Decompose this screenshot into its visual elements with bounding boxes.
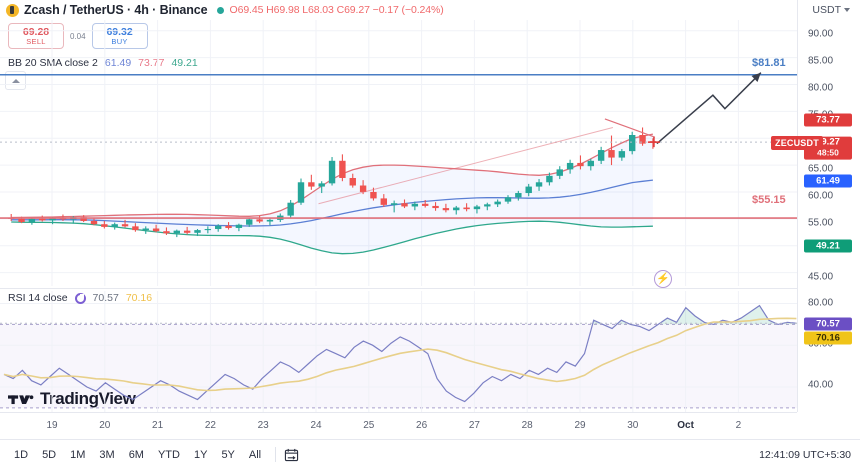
bb-lower-price-badge: 49.21 <box>804 239 852 253</box>
time-tick: 25 <box>363 420 375 431</box>
time-tick: 29 <box>574 420 586 431</box>
quote-currency-selector[interactable]: USDT <box>808 3 854 17</box>
session-clock[interactable]: 12:41:09 UTC+5:30 <box>759 449 851 461</box>
sell-label: SELL <box>26 36 46 46</box>
symbol-price-badge: ZECUSDT <box>771 136 823 150</box>
live-status-dot <box>216 6 224 14</box>
zcash-coin-icon <box>6 3 19 17</box>
rsi-axis[interactable]: 80.00 60.00 40.00 70.57 70.16 <box>798 291 860 412</box>
tradingview-wordmark: TradingView <box>40 389 136 408</box>
price-chart-canvas <box>0 20 797 286</box>
bb-basis-price-badge: 61.49 <box>804 174 852 188</box>
time-tick: 28 <box>521 420 533 431</box>
price-tick: 55.00 <box>808 217 834 229</box>
symbol-title[interactable]: Zcash / TetherUS · 4h · Binance <box>24 3 208 17</box>
lightning-bolt-icon[interactable]: ⚡ <box>654 270 672 288</box>
range-button-3m[interactable]: 3M <box>99 448 115 461</box>
buy-price: 69.32 <box>106 25 133 38</box>
price-axis[interactable]: 90.00 85.00 80.00 75.00 70.00 65.00 60.0… <box>798 20 860 286</box>
last-price-value: 69.27 <box>816 136 840 148</box>
sell-button[interactable]: 69.28 SELL <box>8 23 64 49</box>
time-tick: 19 <box>46 420 58 431</box>
rsi-tick: 80.00 <box>808 297 834 309</box>
chart-header: Zcash / TetherUS · 4h · Binance O69.45 H… <box>0 0 860 20</box>
range-button-all[interactable]: All <box>248 448 262 461</box>
tradingview-logo-icon <box>8 395 34 405</box>
rsi-settings-icon[interactable] <box>74 292 86 304</box>
rsi-ma-value: 70.16 <box>125 292 153 304</box>
bb-title: BB 20 SMA close 2 <box>8 57 98 69</box>
rsi-value-badge: 70.57 <box>804 317 852 331</box>
chevron-up-icon <box>11 78 20 83</box>
price-tick: 45.00 <box>808 271 834 283</box>
rsi-chart-canvas <box>0 291 797 412</box>
rsi-chart-pane[interactable] <box>0 291 797 412</box>
range-button-1m[interactable]: 1M <box>70 448 86 461</box>
goto-date-icon[interactable] <box>284 448 299 462</box>
range-button-5y[interactable]: 5Y <box>221 448 235 461</box>
ohlc-values: O69.45 H69.98 L68.03 C69.27 −0.17 (−0.24… <box>229 4 444 16</box>
time-axis[interactable]: 19 20 21 22 23 24 25 26 27 28 29 30 Oct 2 <box>0 412 797 439</box>
rsi-ma-value-badge: 70.16 <box>804 331 852 345</box>
support-price-label[interactable]: $55.15 <box>752 194 786 206</box>
time-tick: 23 <box>257 420 269 431</box>
price-tick: 85.00 <box>808 55 834 67</box>
time-tick: 30 <box>627 420 639 431</box>
time-tick: 2 <box>735 420 742 431</box>
time-tick: 20 <box>99 420 111 431</box>
price-tick: 60.00 <box>808 190 834 202</box>
rsi-value: 70.57 <box>92 292 119 304</box>
tradingview-watermark: TradingView <box>8 389 136 409</box>
rsi-tick: 40.00 <box>808 379 834 391</box>
bb-lower-value: 49.21 <box>171 57 198 69</box>
buy-sell-panel: 69.28 SELL 0.04 69.32 BUY <box>8 23 148 49</box>
price-chart-pane[interactable] <box>0 20 797 286</box>
target-price-label[interactable]: $81.81 <box>752 57 786 69</box>
buy-button[interactable]: 69.32 BUY <box>91 23 148 49</box>
range-button-1d[interactable]: 1D <box>14 448 29 461</box>
time-tick: 24 <box>310 420 322 431</box>
range-button-ytd[interactable]: YTD <box>157 448 180 461</box>
range-button-6m[interactable]: 6M <box>128 448 144 461</box>
buy-label: BUY <box>111 36 128 46</box>
toolbar-separator <box>275 447 277 462</box>
bottom-toolbar: 1D 5D 1M 3M 6M YTD 1Y 5Y All 12:41:09 UT… <box>0 439 860 469</box>
sell-price: 69.28 <box>22 25 50 38</box>
bar-countdown: 48:50 <box>817 147 839 158</box>
time-tick: Oct <box>677 420 694 431</box>
bb-upper-price-badge: 73.77 <box>804 113 852 127</box>
range-button-5d[interactable]: 5D <box>42 448 57 461</box>
rsi-title: RSI 14 close <box>8 292 68 304</box>
collapse-pane-button[interactable] <box>5 71 26 90</box>
time-tick: 27 <box>468 420 480 431</box>
price-tick: 80.00 <box>808 82 834 94</box>
spread-value: 0.04 <box>70 31 86 41</box>
axis-divider <box>797 0 798 412</box>
chevron-down-icon <box>844 8 850 12</box>
rsi-legend[interactable]: RSI 14 close 70.57 70.16 <box>8 292 152 304</box>
price-tick: 90.00 <box>808 28 834 40</box>
price-tick: 65.00 <box>808 163 834 175</box>
quote-currency-label: USDT <box>812 4 841 16</box>
time-tick: 21 <box>152 420 164 431</box>
range-button-1y[interactable]: 1Y <box>193 448 208 461</box>
time-tick: 26 <box>416 420 428 431</box>
pane-divider <box>0 288 797 289</box>
time-tick: 22 <box>204 420 216 431</box>
bb-basis-value: 61.49 <box>104 57 132 69</box>
